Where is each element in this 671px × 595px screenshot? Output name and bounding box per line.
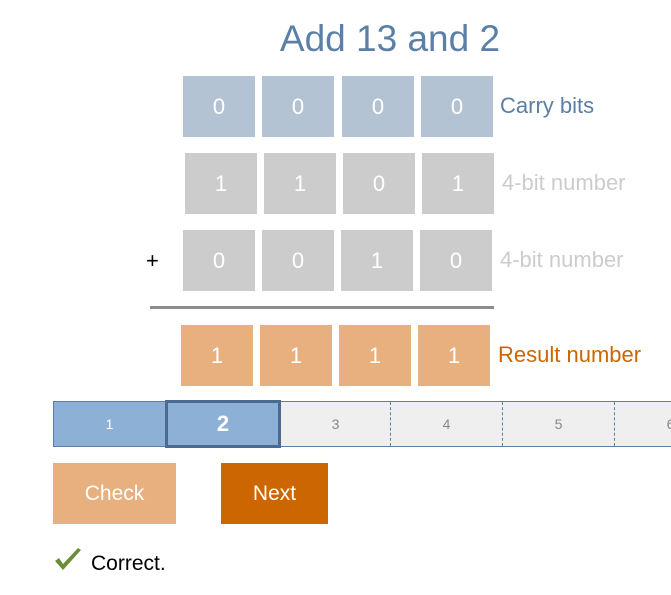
bit-box[interactable]: 1 bbox=[418, 325, 490, 386]
operator: + bbox=[146, 248, 159, 273]
bit-box[interactable]: 0 bbox=[343, 153, 415, 214]
bit-box[interactable]: 0 bbox=[421, 76, 493, 137]
bit-box[interactable]: 1 bbox=[339, 325, 411, 386]
step-tab[interactable]: 3 bbox=[281, 402, 391, 446]
row-label: 4-bit number bbox=[500, 247, 624, 272]
feedback: Correct. bbox=[91, 552, 166, 575]
bit-box[interactable]: 1 bbox=[185, 153, 257, 214]
step-tab[interactable]: 5 bbox=[503, 402, 615, 446]
bit-box[interactable]: 1 bbox=[260, 325, 332, 386]
step-tab[interactable]: 2 bbox=[165, 400, 281, 448]
bit-box[interactable]: 1 bbox=[181, 325, 253, 386]
bit-box[interactable]: 0 bbox=[262, 230, 334, 291]
sum-rule bbox=[150, 306, 494, 309]
check-button[interactable]: Check bbox=[53, 463, 176, 524]
bit-box[interactable]: 0 bbox=[420, 230, 492, 291]
check-icon bbox=[55, 548, 81, 570]
step-tab[interactable]: 4 bbox=[391, 402, 503, 446]
bit-box[interactable]: 0 bbox=[342, 76, 414, 137]
bit-box[interactable]: 1 bbox=[422, 153, 494, 214]
step-tab[interactable]: 1 bbox=[54, 402, 165, 446]
bit-box[interactable]: 0 bbox=[183, 76, 255, 137]
bit-box[interactable]: 0 bbox=[183, 230, 255, 291]
title: Add 13 and 2 bbox=[279, 18, 501, 59]
bit-box[interactable]: 1 bbox=[264, 153, 336, 214]
bit-box[interactable]: 1 bbox=[341, 230, 413, 291]
step-tab[interactable]: 6 bbox=[615, 402, 671, 446]
row-label: 4-bit number bbox=[502, 170, 626, 195]
next-button[interactable]: Next bbox=[221, 463, 328, 524]
row-label: Result number bbox=[498, 342, 642, 367]
row-label: Carry bits bbox=[500, 93, 595, 118]
bit-box[interactable]: 0 bbox=[262, 76, 334, 137]
